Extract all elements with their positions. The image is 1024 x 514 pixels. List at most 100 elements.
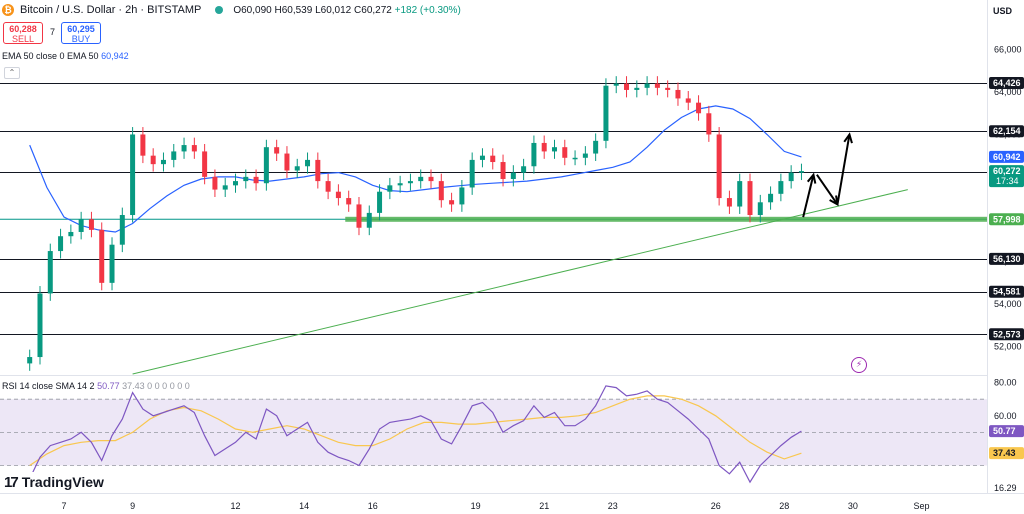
candle-body: [109, 244, 115, 283]
level-tag-bg: [989, 285, 1024, 298]
support-zone: [345, 216, 987, 222]
ohlc-change: +182 (+0.30%): [394, 4, 461, 16]
candle-body: [233, 181, 238, 186]
ohlc-open: O60,090: [233, 4, 272, 16]
ema-legend[interactable]: EMA 50 close 0 EMA 50 60,942: [2, 51, 129, 61]
buy-button[interactable]: 60,295 BUY: [61, 22, 101, 44]
candle-body: [428, 176, 434, 182]
currency-selector[interactable]: USD: [993, 6, 1013, 16]
tradingview-logo-icon: 17: [4, 473, 19, 491]
rsi-line: [29, 385, 802, 484]
time-tick-label: 12: [230, 501, 240, 511]
candle-body: [716, 134, 722, 199]
candle-body: [778, 181, 784, 194]
time-tick-label: 19: [471, 501, 481, 511]
sell-label: SELL: [11, 34, 35, 44]
candle-body: [479, 155, 485, 160]
flash-icon[interactable]: ⚡: [851, 357, 867, 373]
level-tag-bg: [989, 125, 1024, 138]
candle-body: [274, 147, 280, 154]
candle-body: [665, 87, 671, 90]
price-tick-label: 54,000: [994, 299, 1022, 309]
candle-body: [634, 87, 640, 90]
candle-body: [27, 357, 33, 364]
candle-body: [706, 113, 712, 135]
candle-body: [469, 159, 475, 188]
trendline: [132, 189, 908, 375]
candle-body: [613, 83, 619, 86]
candle-body: [263, 147, 269, 184]
price-tag-time: 17:34: [996, 176, 1019, 186]
buy-price: 60,295: [67, 24, 95, 34]
time-tick-label: Sep: [913, 501, 929, 511]
sell-price: 60,288: [9, 24, 37, 34]
time-axis: 7 9 12 14 16 19 21 23 26 28 30 Sep: [61, 501, 929, 511]
rsi-sma-tag: 37.43: [993, 448, 1016, 458]
level-tag-bg: [989, 328, 1024, 341]
time-tick-label: 16: [368, 501, 378, 511]
candle-body: [171, 151, 177, 160]
rsi-legend-value: 50.77: [97, 381, 120, 391]
support-tag: 57,998: [993, 214, 1021, 224]
price-pane: [0, 76, 987, 375]
projection-arrow: [816, 174, 839, 205]
candle-body: [366, 212, 372, 228]
rsi-sma-line: [29, 395, 802, 466]
candle-body: [624, 83, 630, 90]
candle-body: [119, 215, 125, 245]
time-tick-label: 14: [299, 501, 309, 511]
projection-arrow: [802, 174, 815, 218]
candle-body: [685, 98, 691, 103]
symbol-header: ₿ Bitcoin / U.S. Dollar · 2h · BITSTAMP …: [0, 0, 461, 20]
candle-body: [726, 198, 732, 207]
time-tick-label: 28: [779, 501, 789, 511]
candle-body: [675, 89, 681, 99]
candle-body: [387, 185, 393, 192]
candle-body: [593, 140, 599, 154]
candle-body: [68, 231, 74, 237]
candle-body: [531, 142, 537, 167]
sell-button[interactable]: 60,288 SELL: [3, 22, 43, 44]
candle-body: [284, 153, 290, 171]
bitcoin-icon: ₿: [2, 4, 14, 16]
candle-body: [47, 251, 53, 294]
ema-line: [29, 105, 802, 233]
rsi-legend[interactable]: RSI 14 close SMA 14 2 50.77 37.43 0 0 0 …: [2, 381, 190, 391]
candle-body: [222, 185, 228, 190]
tradingview-logo-text: TradingView: [21, 474, 104, 490]
rsi-tick-label: 80.00: [994, 378, 1017, 388]
candle-body: [181, 145, 187, 152]
rsi-tick-label: 16.29: [994, 483, 1017, 493]
rsi-sma-tag-bg: [989, 447, 1024, 460]
symbol-title[interactable]: Bitcoin / U.S. Dollar · 2h · BITSTAMP: [20, 4, 202, 16]
arrow-head: [843, 132, 853, 144]
level-tag: 64,426: [993, 78, 1021, 88]
candle-body: [335, 191, 341, 199]
rsi-legend-label: RSI 14 close SMA 14 2: [2, 381, 95, 391]
time-tick-label: 7: [61, 501, 66, 511]
candle-body: [202, 151, 208, 177]
candle-body: [150, 155, 156, 165]
candle-body: [88, 219, 94, 230]
projection-arrow: [836, 134, 851, 205]
time-tick-label: 30: [848, 501, 858, 511]
candle-body: [747, 181, 753, 216]
collapse-legend-button[interactable]: ⌃: [4, 67, 20, 79]
candle-body: [551, 147, 557, 152]
candle-body: [603, 85, 609, 141]
candle-body: [356, 204, 362, 228]
candle-body: [397, 183, 403, 186]
candle-body: [407, 181, 413, 184]
candle-body: [510, 172, 516, 179]
support-tag-bg: [989, 213, 1024, 226]
candle-body: [58, 236, 64, 252]
tradingview-logo[interactable]: 17 TradingView: [4, 472, 108, 492]
candle-body: [654, 83, 660, 88]
level-tag: 62,154: [993, 126, 1021, 136]
candle-body: [459, 187, 465, 205]
candle-body: [582, 153, 588, 158]
candle-body: [500, 162, 506, 179]
price-tag-bg: [989, 165, 1024, 188]
candle-body: [418, 176, 424, 182]
